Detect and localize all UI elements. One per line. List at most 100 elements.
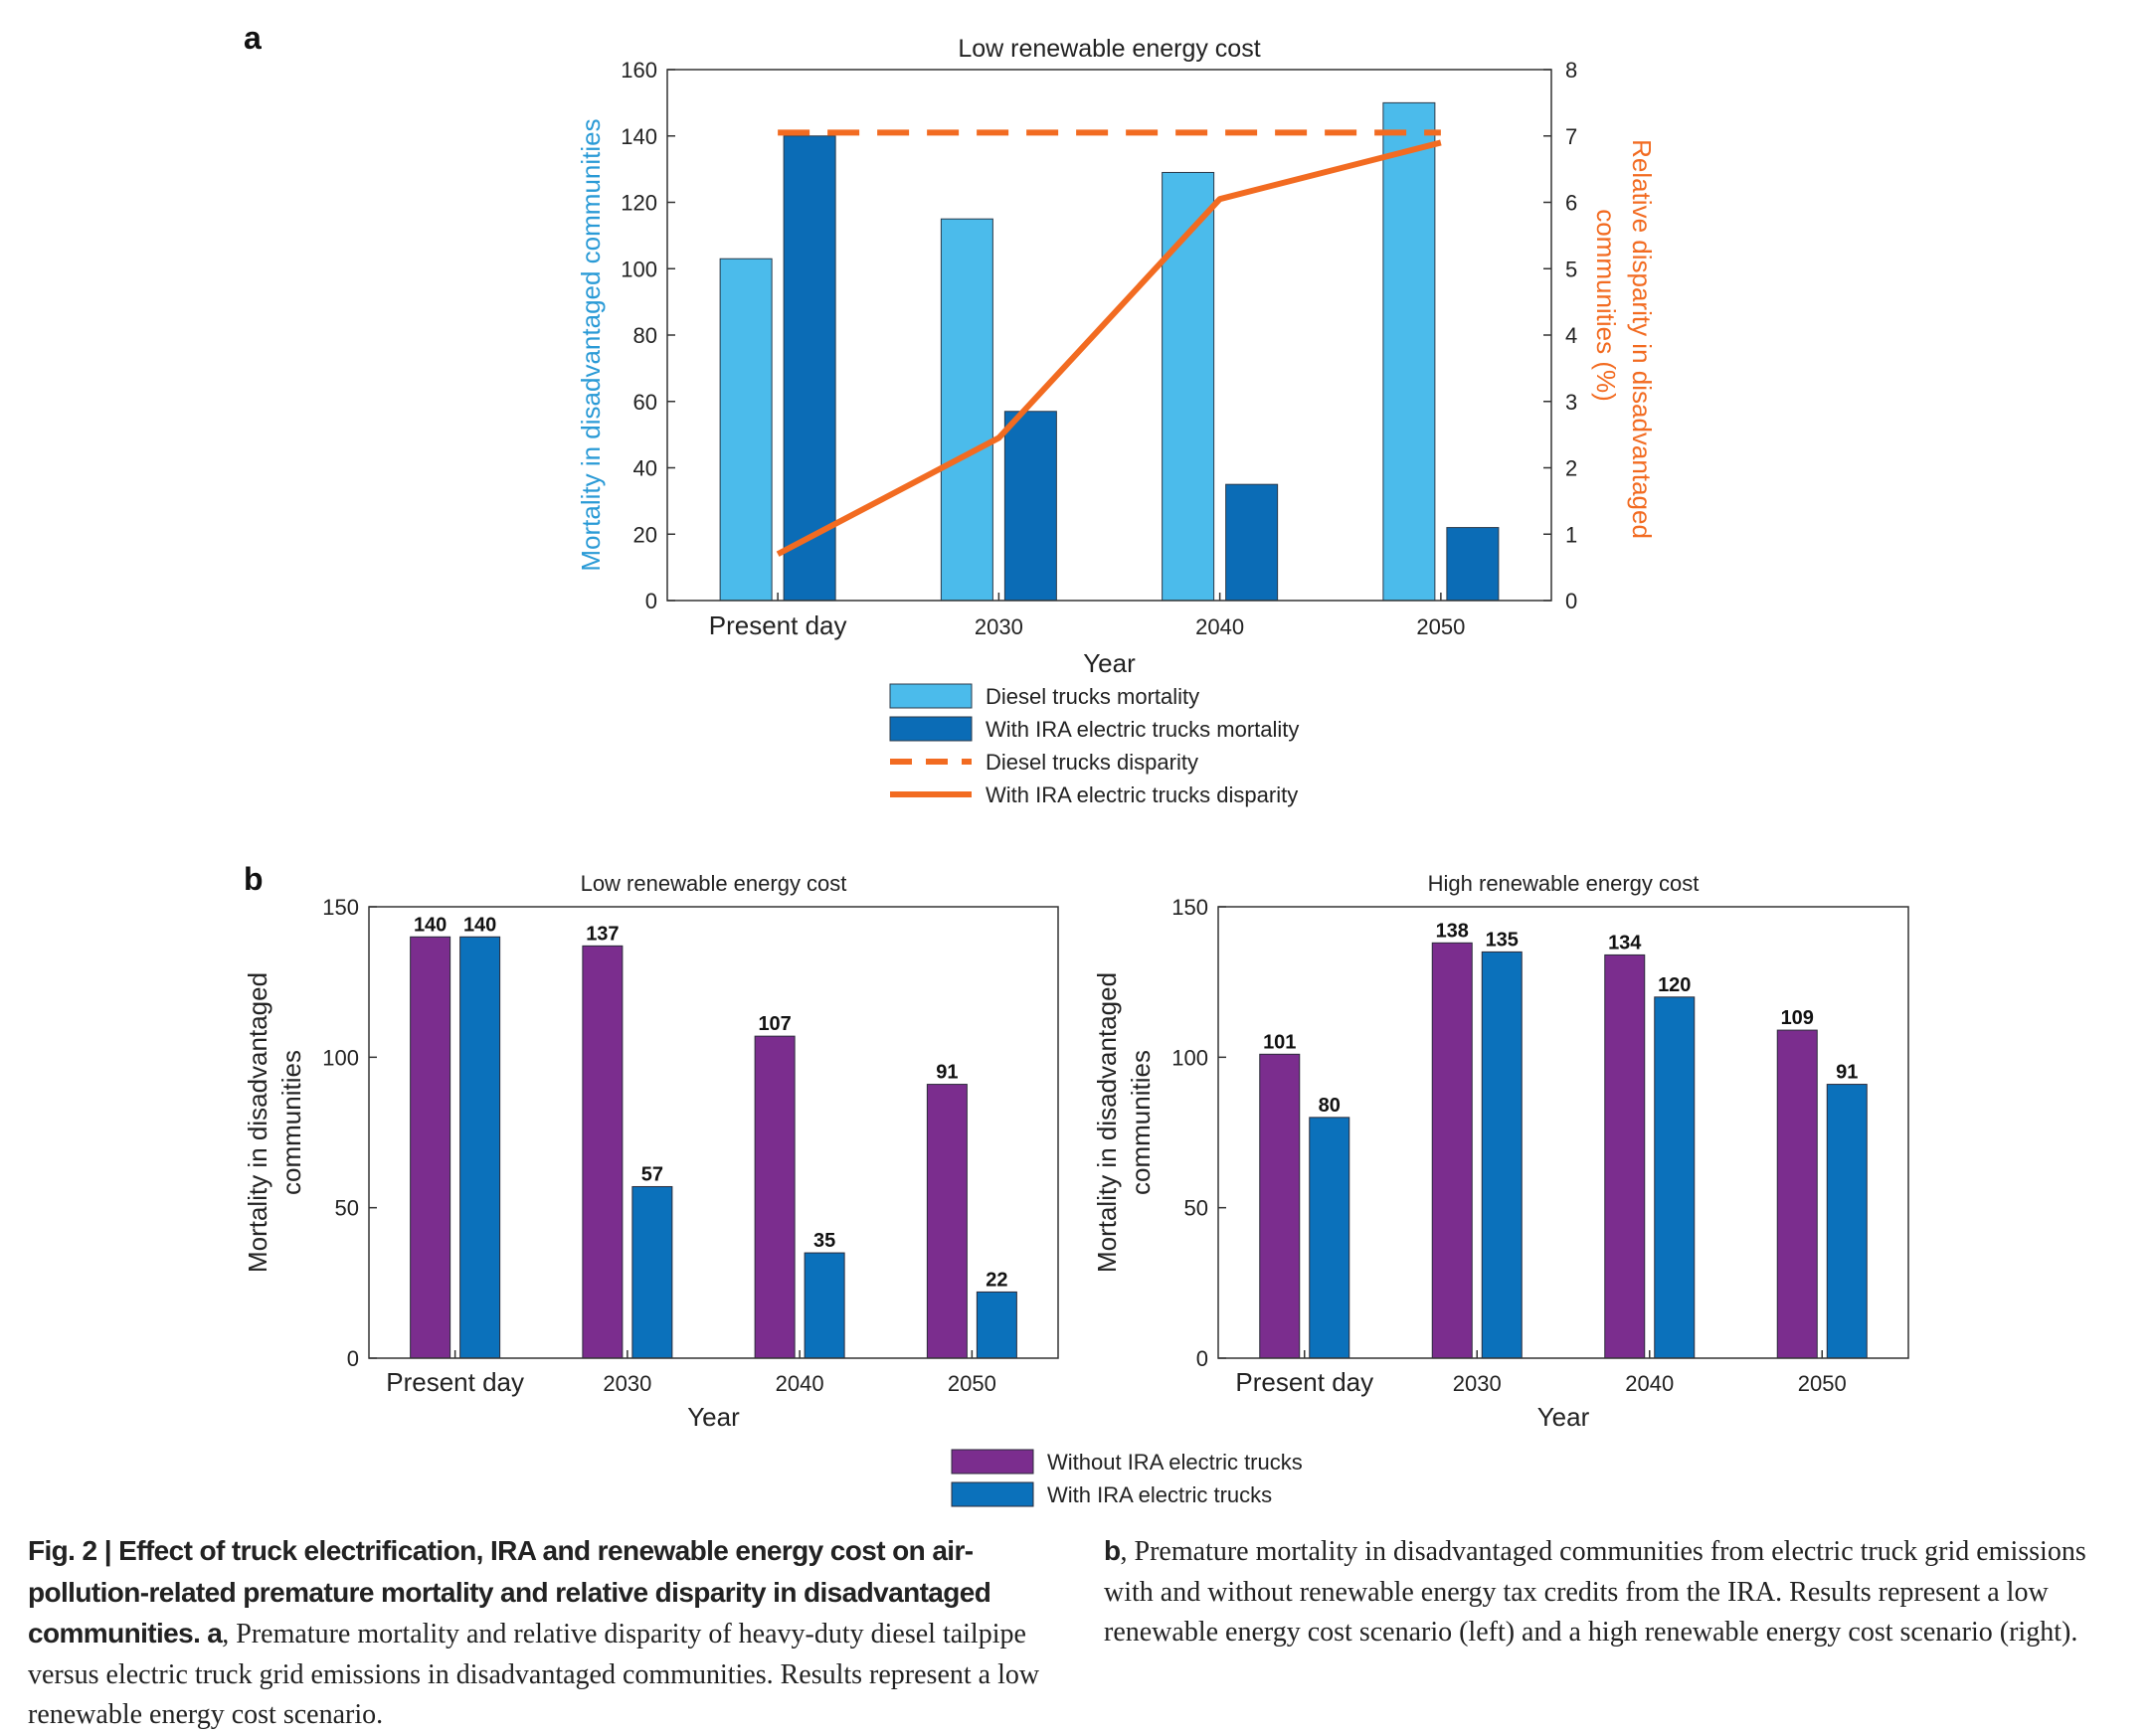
chart-b-left-xtick-label: 2040 [776,1371,824,1396]
chart-b-right-frame [1217,906,1909,1359]
legend-a-label: With IRA electric trucks mortality [986,717,1299,742]
chart-a-xtick-label: 2040 [1195,614,1244,639]
chart-b-left-ylabel-line1: Mortality in disadvantaged [243,972,272,1273]
caption-a-text: , Premature mortality and relative dispa… [28,1619,1040,1730]
chart-a-y2tick-label: 1 [1565,522,1577,547]
chart-a-ytick-label: 40 [633,456,657,481]
chart-b-right-data-label: 109 [1781,1007,1814,1029]
chart-b-right-data-label: 134 [1608,932,1642,954]
legend-a-swatch-ira-mortality [889,716,973,742]
chart-b-right-data-label: 80 [1319,1095,1341,1117]
chart-a-xtick-label: 2050 [1416,614,1465,639]
chart-a-ytick-label: 0 [645,589,657,613]
bar-ira-mortality-2 [1225,483,1279,602]
chart-b-right-xtick-label: 2040 [1625,1371,1674,1396]
chart-b-right-ytick-label: 50 [1184,1196,1208,1221]
line-ira-disparity [776,139,1442,557]
chart-b-right-title: High renewable energy cost [1428,871,1700,896]
chart-a-y2tick-label: 5 [1565,257,1577,281]
figure-charts: Low renewable energy cost020406080100120… [243,35,1909,1507]
chart-b-left-data-label: 35 [813,1230,835,1252]
chart-b-left-data-label: 107 [758,1013,791,1035]
chart-b-right-data-label: 138 [1436,920,1469,942]
chart-b-left-ytick-label: 150 [322,895,359,920]
chart-b-right-bar-with-ira-3 [1826,1084,1868,1359]
chart-b-right-bar-with-ira-2 [1654,996,1696,1359]
caption-b-text: , Premature mortality in disadvantaged c… [1104,1536,2086,1648]
chart-b-right-bar-with-ira-1 [1481,951,1523,1359]
chart-a-y2tick-label: 7 [1565,124,1577,149]
caption-b-marker: b [1104,1535,1121,1566]
chart-b-left-bar-with-ira-3 [976,1291,1017,1359]
chart-b-left-data-label: 57 [641,1163,663,1185]
chart-b-right-bar-without-ira-2 [1604,954,1646,1359]
caption-right: b, Premature mortality in disadvantaged … [1104,1531,2128,1653]
legend-a-label: Diesel trucks disparity [986,750,1198,775]
chart-b-right-xtick-label: 2030 [1453,1371,1502,1396]
legend-b-swatch-1 [951,1481,1034,1507]
chart-b-left-ytick-label: 50 [335,1196,359,1221]
chart-a-ytick-label: 20 [633,522,657,547]
panel-label-a: a [244,20,262,56]
legend-b-label: With IRA electric trucks [1047,1482,1272,1507]
chart-b-left-xlabel: Year [687,1402,740,1432]
chart-b-left-bar-without-ira-0 [410,936,451,1359]
chart-a-ytick-label: 80 [633,323,657,348]
bar-diesel-mortality-1 [940,218,993,602]
chart-a-y2tick-label: 4 [1565,323,1577,348]
chart-a-y2tick-label: 2 [1565,456,1577,481]
chart-a-y2tick-label: 8 [1565,58,1577,83]
chart-b-right-xtick-label: Present day [1235,1367,1373,1397]
legend-b-label: Without IRA electric trucks [1047,1450,1303,1475]
chart-b-left-data-label: 140 [463,914,496,936]
chart-b-left-bar-without-ira-1 [582,945,624,1359]
chart-b-left-bar-with-ira-1 [631,1185,673,1359]
chart-b-left-bar-without-ira-3 [926,1084,968,1359]
chart-b-right-bar-without-ira-3 [1776,1029,1818,1359]
chart-b-left-frame [368,906,1059,1359]
chart-b-left-data-label: 137 [586,923,619,945]
chart-a-y2tick-label: 0 [1565,589,1577,613]
chart-b-left-xtick-label: 2030 [603,1371,651,1396]
chart-b-right-ylabel-line2: communities [1126,1050,1156,1195]
chart-b-right-ytick-label: 0 [1196,1346,1208,1371]
chart-a-ylabel: Mortality in disadvantaged communities [576,118,606,571]
chart-b-left-xtick-label: 2050 [948,1371,996,1396]
chart-a-title: Low renewable energy cost [958,35,1260,63]
legend-b-swatch-0 [951,1449,1034,1475]
chart-b-right-data-label: 91 [1836,1062,1858,1084]
chart-b-right-bar-with-ira-0 [1309,1117,1350,1359]
chart-a-y2tick-label: 6 [1565,191,1577,216]
chart-b-left-xtick-label: Present day [386,1367,524,1397]
bar-ira-mortality-1 [1003,411,1057,602]
chart-a-ytick-label: 100 [621,257,657,281]
caption-left: Fig. 2 | Effect of truck electrification… [28,1531,1062,1736]
legend-a-swatch-diesel-mortality [889,683,973,709]
chart-b-left-data-label: 22 [986,1269,1007,1291]
chart-b-left-ytick-label: 100 [322,1045,359,1070]
chart-b-right-bar-without-ira-0 [1259,1053,1301,1359]
chart-a-xlabel: Year [1083,648,1136,678]
panel-label-b: b [244,861,264,897]
chart-b-left-ylabel-line2: communities [276,1050,306,1195]
caption-title: Fig. 2 | Effect of truck electrification… [28,1535,991,1649]
legend-a-label: With IRA electric trucks disparity [986,782,1298,807]
chart-b-left-data-label: 140 [414,914,447,936]
chart-a-ytick-label: 120 [621,191,657,216]
chart-a-ytick-label: 140 [621,124,657,149]
chart-a-ytick-label: 160 [621,58,657,83]
bar-ira-mortality-3 [1446,527,1500,602]
chart-b-left-bar-with-ira-2 [804,1252,845,1359]
chart-b-right-xtick-label: 2050 [1798,1371,1847,1396]
chart-a-y2label-line2: communities (%) [1591,209,1621,402]
chart-a-xtick-label: 2030 [975,614,1023,639]
chart-b-right-data-label: 120 [1658,974,1691,996]
chart-a-y2tick-label: 3 [1565,390,1577,415]
chart-b-left-bar-with-ira-0 [459,936,501,1359]
chart-b-left-bar-without-ira-2 [754,1035,796,1359]
chart-b-right-data-label: 135 [1486,929,1519,951]
chart-b-left-data-label: 91 [936,1062,958,1084]
chart-b-left-ytick-label: 0 [347,1346,359,1371]
chart-b-right-ytick-label: 100 [1171,1045,1208,1070]
bar-diesel-mortality-2 [1162,171,1215,602]
